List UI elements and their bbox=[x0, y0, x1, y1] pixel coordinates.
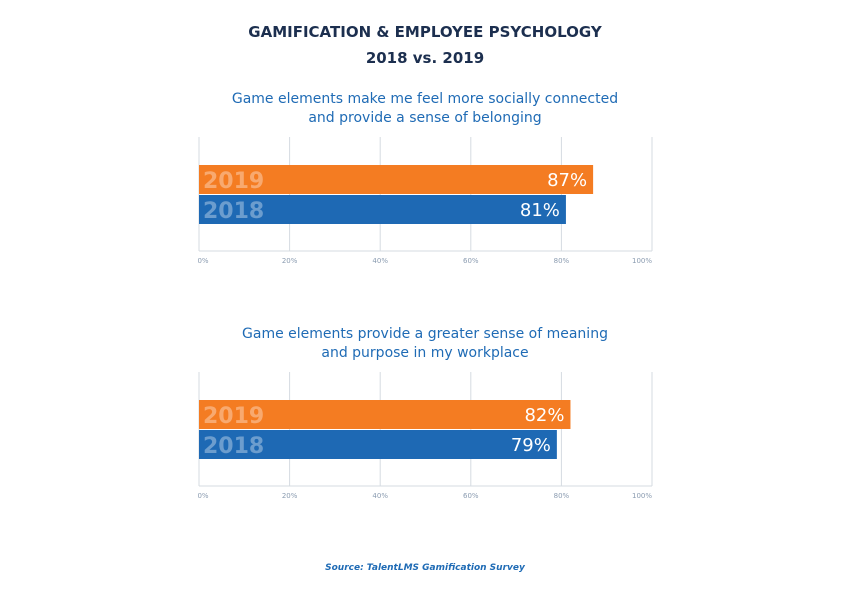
bar-category-label: 2019 bbox=[203, 169, 264, 194]
x-tick-label: 80% bbox=[554, 257, 570, 265]
x-tick-label: 40% bbox=[372, 492, 388, 500]
bar-2018 bbox=[199, 195, 566, 224]
data-label: 82% bbox=[524, 405, 564, 426]
bar-category-label: 2019 bbox=[203, 404, 264, 429]
x-tick-label: 80% bbox=[554, 492, 570, 500]
bar-2019 bbox=[199, 400, 571, 429]
bar-2018 bbox=[199, 430, 557, 459]
x-tick-label: 20% bbox=[282, 492, 298, 500]
chart-1-title-line-1: Game elements make me feel more socially… bbox=[231, 91, 619, 107]
chart-2-title: Game elements provide a greater sense of… bbox=[0, 325, 850, 363]
x-tick-label: 20% bbox=[282, 257, 298, 265]
chart-1: 0% 20% 40% 60% 80% 100% 2019 87% 2018 81% bbox=[197, 137, 653, 265]
x-tick-label: 0% bbox=[197, 257, 208, 265]
chart-1-title-line-2: and provide a sense of belonging bbox=[308, 110, 542, 126]
data-label: 81% bbox=[520, 200, 560, 221]
chart-2-title-line-2: and purpose in my workplace bbox=[321, 345, 529, 361]
x-tick-label: 100% bbox=[632, 257, 652, 265]
x-tick-label: 0% bbox=[197, 492, 208, 500]
chart-1-title: Game elements make me feel more socially… bbox=[0, 90, 850, 128]
data-label: 79% bbox=[511, 435, 551, 456]
x-tick-label: 100% bbox=[632, 492, 652, 500]
data-label: 87% bbox=[547, 170, 587, 191]
title-line-1: GAMIFICATION & EMPLOYEE PSYCHOLOGY bbox=[248, 23, 602, 41]
bar-category-label: 2018 bbox=[203, 434, 264, 459]
title-line-2: 2018 vs. 2019 bbox=[365, 49, 485, 67]
source-note: Source: TalentLMS Gamification Survey bbox=[325, 563, 525, 573]
x-tick-label: 60% bbox=[463, 492, 479, 500]
chart-2: 0% 20% 40% 60% 80% 100% 2019 82% 2018 79% bbox=[197, 372, 653, 500]
bar-category-label: 2018 bbox=[203, 199, 264, 224]
x-tick-label: 40% bbox=[372, 257, 388, 265]
x-tick-label: 60% bbox=[463, 257, 479, 265]
chart-2-title-line-1: Game elements provide a greater sense of… bbox=[242, 326, 608, 342]
bar-2019 bbox=[199, 165, 594, 194]
